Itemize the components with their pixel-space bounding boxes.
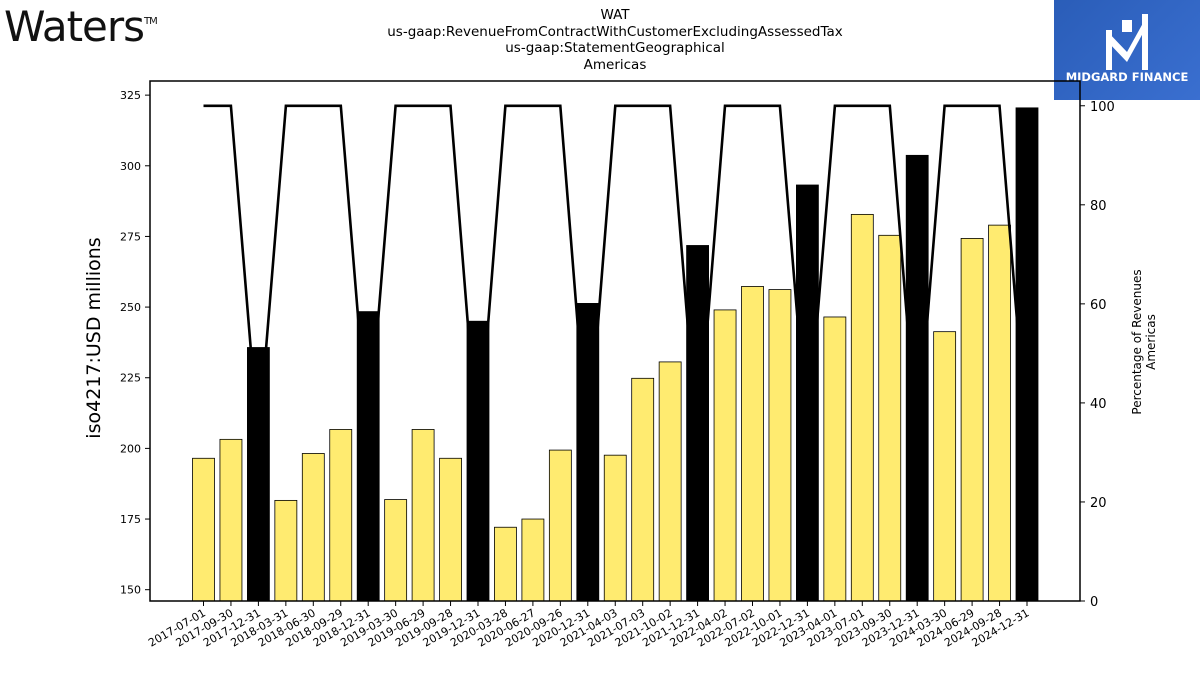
waters-logo-text: Waters [4,2,145,51]
bar-2024-03-30 [933,331,957,602]
bar-2023-12-31 [905,154,929,602]
bar-2023-09-30 [878,234,902,602]
bar-2019-03-30 [384,499,408,602]
bar-2021-07-03 [631,377,655,602]
waters-logo: WatersTM [4,2,158,51]
bar-2022-04-02 [713,309,737,602]
axes-layer: 150 175 200 225 250 275 300 325 0 20 40 60 80 100 [120,80,1115,610]
y-tick-label-300: 300 [120,160,141,173]
x-ticks-layer: 2017-07-012017-09-302017-12-312018-03-31… [146,601,1032,650]
bar-2017-12-31 [246,347,270,602]
bar-2022-12-31 [796,184,819,602]
title-ticker: WAT [600,7,630,23]
y-axis-label: iso4217:USD millions [83,237,105,438]
y-axis-right-label-line2: Americas [1144,314,1158,370]
title-statement: us-gaap:StatementGeographical [505,40,725,56]
title-concept: us-gaap:RevenueFromContractWithCustomerE… [387,23,843,40]
bar-2024-09-28 [988,224,1011,602]
y-right-tick-label-100: 100 [1090,100,1115,115]
line-layer [203,104,1029,453]
y-tick-label-200: 200 [120,442,141,455]
y-tick-label-275: 275 [120,230,141,243]
bar-2023-07-01 [850,213,874,602]
y-right-tick-label-40: 40 [1090,397,1107,412]
midgard-logo-text: MIDGARD FINANCE [1065,70,1189,84]
bar-2017-07-01 [192,457,215,602]
y-tick-label-250: 250 [120,301,141,314]
bar-2020-09-26 [548,449,572,602]
y-right-tick-label-0: 0 [1090,595,1098,610]
bar-2018-03-31 [274,499,298,602]
bar-2017-09-30 [219,438,243,602]
bar-2021-04-03 [603,454,627,602]
midgard-emblem-icon [1106,14,1148,70]
percentage-line [203,104,1029,453]
bar-2020-03-28 [494,526,517,602]
bar-2019-09-28 [439,457,462,602]
y-axis-right-label-line1: Percentage of Revenues [1130,269,1144,414]
y-tick-label-150: 150 [120,584,141,597]
y-right-tick-label-60: 60 [1090,298,1107,313]
title-segment: Americas [583,56,647,73]
bar-2023-04-01 [823,316,847,602]
bar-2024-06-29 [960,238,984,602]
bar-2018-09-29 [329,429,353,602]
y-tick-label-325: 325 [120,89,141,102]
chart-titles: WAT us-gaap:RevenueFromContractWithCusto… [0,7,1200,73]
midgard-finance-logo: MIDGARD FINANCE [1054,0,1200,100]
bar-2020-06-27 [521,518,545,602]
y-right-tick-label-80: 80 [1090,199,1107,214]
y-tick-label-175: 175 [120,513,141,526]
y-tick-label-225: 225 [120,372,141,385]
bar-2021-12-31 [686,245,709,602]
y-right-tick-label-20: 20 [1090,496,1107,511]
bar-2021-10-02 [658,361,682,602]
bar-2018-06-30 [301,453,325,602]
bar-2019-06-29 [411,429,435,602]
bar-2022-07-02 [741,286,764,602]
trademark-mark: TM [144,16,158,27]
bar-2022-10-01 [768,289,792,602]
